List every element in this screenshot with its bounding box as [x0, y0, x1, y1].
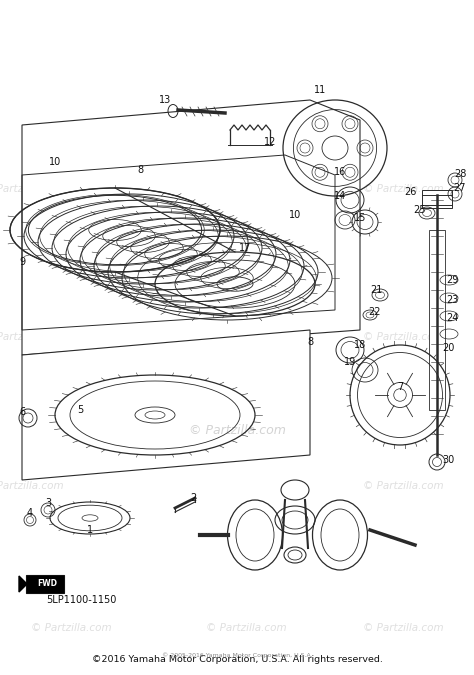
- Text: 9: 9: [19, 257, 25, 267]
- Bar: [429, 230, 445, 410]
- Text: 16: 16: [334, 167, 346, 177]
- Text: 2: 2: [190, 493, 196, 503]
- Text: 23: 23: [446, 295, 458, 305]
- Text: © Partzilla.com: © Partzilla.com: [31, 623, 111, 632]
- Text: 28: 28: [454, 169, 466, 179]
- Text: 26: 26: [404, 187, 416, 197]
- Text: 10: 10: [49, 157, 61, 167]
- Text: 6: 6: [19, 407, 25, 417]
- Text: 3: 3: [45, 498, 51, 508]
- Text: 14: 14: [334, 191, 346, 201]
- Text: 22: 22: [369, 307, 381, 317]
- Text: © Partzilla.com: © Partzilla.com: [0, 333, 64, 342]
- Text: © Partzilla.com: © Partzilla.com: [206, 623, 287, 632]
- Text: 15: 15: [354, 213, 366, 223]
- Text: 13: 13: [159, 95, 171, 105]
- Text: 19: 19: [344, 357, 356, 367]
- Text: 5LP1100-1150: 5LP1100-1150: [46, 595, 117, 605]
- Text: 8: 8: [307, 337, 313, 347]
- Text: © Partzilla.com: © Partzilla.com: [206, 184, 287, 194]
- Text: 18: 18: [354, 340, 366, 350]
- Polygon shape: [22, 100, 360, 355]
- Text: 4: 4: [27, 508, 33, 518]
- Text: 8: 8: [137, 165, 143, 175]
- Text: © Partzilla.com: © Partzilla.com: [363, 333, 443, 342]
- Text: © Partzilla.com: © Partzilla.com: [206, 333, 287, 342]
- Text: © Partzilla.com: © Partzilla.com: [363, 184, 443, 194]
- Text: © Partzilla.com: © Partzilla.com: [363, 623, 443, 632]
- Text: 27: 27: [454, 183, 466, 193]
- Text: © Partzilla.com: © Partzilla.com: [0, 481, 64, 491]
- Text: 12: 12: [264, 137, 276, 147]
- Text: 5: 5: [77, 405, 83, 415]
- Text: 20: 20: [442, 343, 454, 353]
- Text: 7: 7: [397, 382, 403, 392]
- Text: 11: 11: [314, 85, 326, 95]
- Text: 17: 17: [239, 243, 251, 253]
- Bar: [422, 190, 452, 208]
- Polygon shape: [22, 330, 310, 480]
- Text: © Partzilla.com: © Partzilla.com: [0, 184, 64, 194]
- Text: ©2016 Yamaha Motor Corporation, U.S.A. All rights reserved.: ©2016 Yamaha Motor Corporation, U.S.A. A…: [91, 655, 383, 664]
- Text: © Partzilla.com: © Partzilla.com: [189, 423, 285, 437]
- Text: 1: 1: [87, 525, 93, 535]
- FancyBboxPatch shape: [26, 575, 64, 593]
- Text: © Partzilla.com: © Partzilla.com: [363, 481, 443, 491]
- Text: FWD: FWD: [37, 580, 57, 589]
- Text: 24: 24: [446, 313, 458, 323]
- Text: © 2005-2016 Yamaha Motor Corporation, U.S.A.: © 2005-2016 Yamaha Motor Corporation, U.…: [162, 652, 312, 658]
- Polygon shape: [19, 576, 27, 592]
- Text: 25: 25: [414, 205, 426, 215]
- Text: 10: 10: [289, 210, 301, 220]
- Text: 21: 21: [370, 285, 382, 295]
- Text: 29: 29: [446, 275, 458, 285]
- Text: 30: 30: [442, 455, 454, 465]
